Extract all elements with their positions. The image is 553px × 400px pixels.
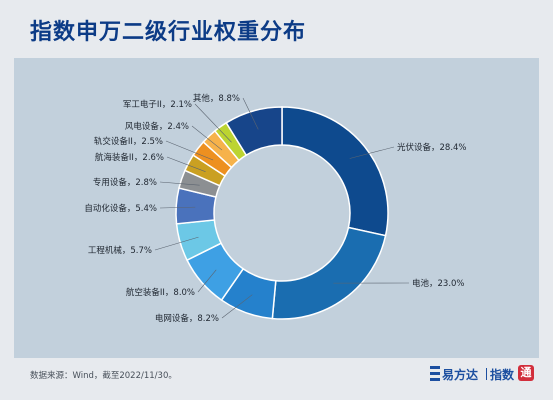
leader-line — [166, 156, 206, 172]
logo-mark-icon — [430, 366, 440, 381]
leader-line — [194, 103, 232, 143]
slice-label: 风电设备，2.4% — [125, 121, 189, 132]
logo-product-text: 指数 — [490, 368, 515, 382]
slice-label: 其他，8.8% — [193, 93, 240, 104]
slice-label: 军工电子II，2.1% — [123, 99, 192, 110]
donut-slice — [225, 106, 283, 157]
logo-brand-text: 易方达 — [442, 368, 479, 382]
slice-label: 轨交设备II，2.5% — [94, 136, 163, 147]
leader-line — [191, 125, 223, 151]
slice-label: 电网设备，8.2% — [155, 313, 219, 324]
slice-label: 航空装备II，8.0% — [126, 287, 195, 298]
slice-label: 电池，23.0% — [412, 278, 465, 289]
logo-seal-icon: 通 — [518, 365, 534, 381]
leader-line — [159, 206, 196, 209]
slice-label: 专用设备，2.8% — [93, 177, 157, 188]
donut-slice — [271, 226, 387, 320]
leader-line — [154, 236, 199, 251]
logo-separator — [486, 368, 487, 380]
donut-slice — [281, 106, 389, 237]
leader-line — [159, 181, 200, 186]
slice-label: 光伏设备，28.4% — [397, 142, 467, 153]
leader-line — [165, 140, 214, 161]
slice-label: 航海装备II，2.6% — [95, 152, 164, 163]
slice-label: 自动化设备，5.4% — [84, 203, 157, 214]
slice-label: 工程机械，5.7% — [88, 245, 152, 256]
donut-chart: 光伏设备，28.4% 电池，23.0% 电网设备，8.2% 航空装备II，8.0% 工程… — [84, 93, 467, 324]
chart-panel: 光伏设备，28.4% 电池，23.0% 电网设备，8.2% 航空装备II，8.0% 工程… — [14, 58, 539, 358]
leader-line — [242, 97, 259, 130]
brand-logo: 易方达 指数 通 — [430, 365, 548, 386]
leader-line — [221, 294, 253, 319]
source-note: 数据来源：Wind，截至2022/11/30。 — [30, 371, 177, 381]
chart-title: 指数申万二级行业权重分布 — [30, 20, 307, 45]
leader-line — [197, 269, 217, 293]
leader-line — [349, 146, 395, 159]
